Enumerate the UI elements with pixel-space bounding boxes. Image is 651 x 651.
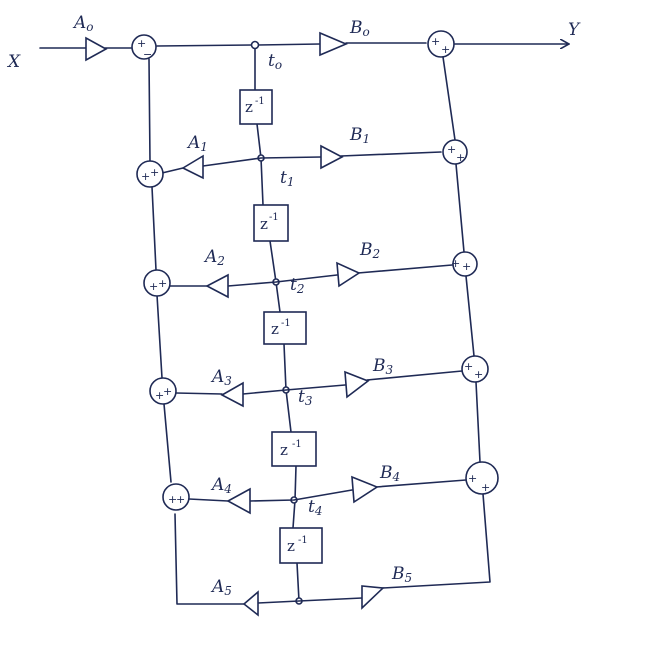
amplifier-b4 (351, 475, 379, 504)
sum-sign: + (155, 389, 164, 402)
summing-junction-right-1 (442, 139, 468, 165)
a3-label: A3 (210, 367, 232, 388)
amplifier-a0 (85, 36, 108, 62)
delay-exponent: -1 (292, 439, 302, 450)
amplifier-a4 (226, 487, 251, 515)
sum-sign: + (451, 257, 460, 270)
amplifier-b5 (361, 585, 385, 610)
sum-sign: + (163, 385, 172, 398)
stage2-wires (169, 264, 453, 287)
amplifier-a1 (181, 154, 204, 180)
summing-junction-left-3 (149, 377, 177, 405)
summing-junction-left-1 (136, 160, 164, 188)
delay-z: z (245, 98, 253, 116)
node-t0 (250, 40, 260, 50)
input-label: X (6, 52, 21, 72)
stage1-wires (161, 151, 442, 174)
amplifier-a3 (220, 381, 244, 408)
b0-label: Bo (349, 18, 370, 39)
t0-label: to (268, 51, 282, 72)
delay-exponent: -1 (298, 535, 308, 546)
t2-label: t2 (290, 275, 304, 296)
sum-sign: + (141, 170, 150, 183)
amplifier-b2 (336, 261, 361, 288)
delay-z: z (280, 441, 288, 459)
amplifier-b1 (320, 144, 344, 170)
summing-junction-left-0 (131, 34, 157, 60)
delay-z: z (287, 537, 295, 555)
delay-exponent: -1 (255, 96, 265, 107)
sum-sign: + (149, 280, 158, 293)
output-label: Y (568, 20, 581, 40)
amplifier-b3 (344, 370, 370, 399)
delay-exponent: -1 (281, 318, 291, 329)
sum-sign: + (462, 260, 471, 273)
b2-label: B2 (359, 240, 380, 261)
summing-junction-left-4 (162, 483, 190, 511)
t1-label: t1 (280, 168, 294, 189)
summing-junction-left-2 (143, 269, 171, 297)
stage3-wires (175, 370, 463, 395)
delay-exponent: -1 (269, 212, 279, 223)
amplifier-a5 (242, 590, 259, 617)
right-rail (382, 56, 491, 589)
summing-junction-right-3 (461, 355, 489, 383)
a0-label: Ao (72, 13, 94, 34)
delay-z: z (260, 215, 268, 233)
sum-sign: + (464, 360, 473, 373)
t3-label: t3 (298, 387, 313, 408)
left-rail (148, 58, 247, 605)
stage5-wires (257, 597, 363, 604)
delay-block-4: z -1 (271, 431, 317, 467)
delay-z: z (271, 320, 279, 338)
b5-label: B5 (391, 564, 412, 585)
sum-sign: + (447, 143, 456, 156)
t0-to-b0-wire (257, 43, 321, 46)
sum-sign: + (441, 43, 450, 56)
delay-block-2: z -1 (253, 204, 289, 242)
sum-sign: + (468, 472, 477, 485)
stage4-wires (188, 479, 467, 502)
sum-sign: + (150, 166, 159, 179)
amplifier-a2 (205, 273, 229, 299)
summing-junction-right-0 (427, 30, 455, 58)
sum-sign: + (158, 277, 167, 290)
delay-block-5: z -1 (279, 527, 323, 564)
amplifier-b0 (319, 31, 349, 57)
a1-label: A1 (186, 133, 208, 154)
sum-sign: − (143, 48, 152, 61)
summing-junction-right-4 (465, 461, 499, 495)
sum-sign: + (456, 151, 465, 164)
sum-sign: + (431, 35, 440, 48)
sum-sign: + (481, 481, 490, 494)
sum-to-t0-wire (156, 44, 253, 47)
a4-label: A4 (210, 475, 232, 496)
sum-sign: + (474, 368, 483, 381)
b1-label: B1 (349, 125, 370, 146)
delay-block-3: z -1 (263, 311, 307, 345)
sum-sign: + (176, 493, 185, 506)
t4-label: t4 (308, 497, 322, 518)
delay-block-1: z -1 (239, 89, 273, 125)
b4-label: B4 (379, 463, 400, 484)
a2-label: A2 (203, 247, 225, 268)
b3-label: B3 (372, 356, 394, 377)
a5-label: A5 (210, 577, 232, 598)
sum-sign: + (137, 37, 146, 50)
sum-sign: + (168, 493, 177, 506)
summing-junction-right-2 (452, 251, 478, 277)
